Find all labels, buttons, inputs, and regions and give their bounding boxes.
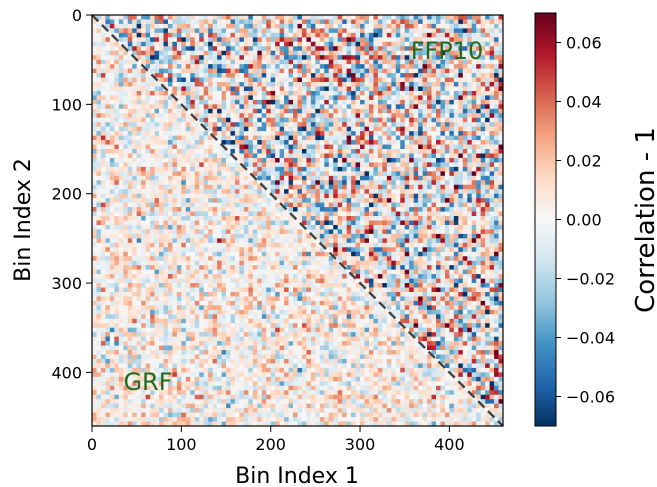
x-tick-label: 100 [166,435,197,454]
colorbar-label: Correlation - 1 [631,127,657,313]
x-axis-label: Bin Index 1 [235,464,359,487]
colorbar-tick-label: 0.06 [566,34,602,53]
y-tick-label: 400 [51,363,82,382]
diagonal-dashed-line [91,14,504,427]
x-tick-label: 0 [87,435,97,454]
x-tick-label: 400 [434,435,465,454]
y-axis-label: Bin Index 2 [11,158,36,282]
plot-frame [91,14,504,427]
colorbar-tick-label: 0.02 [566,152,602,171]
colorbar-tick-label: 0.00 [566,211,602,230]
colorbar-tick-label: −0.02 [566,270,615,289]
y-tick-label: 300 [51,274,82,293]
y-tick-label: 200 [51,185,82,204]
region-label-grf: GRF [123,368,172,396]
x-tick-label: 300 [345,435,376,454]
colorbar-tick-label: −0.06 [566,388,615,407]
colorbar [534,12,557,427]
region-label-ffp10: FFP10 [411,37,484,65]
heatmap-image [92,15,503,426]
y-tick-label: 0 [72,6,82,25]
y-tick-label: 100 [51,95,82,114]
colorbar-ticks: −0.06 −0.04 −0.02 0.00 0.02 0.04 0.06 [556,34,615,407]
x-axis-ticks: 0 100 200 300 400 [87,426,465,454]
colorbar-tick-label: 0.04 [566,93,602,112]
colorbar-tick-label: −0.04 [566,329,615,348]
x-tick-label: 200 [255,435,286,454]
y-axis-ticks: 0 100 200 300 400 [51,6,92,382]
